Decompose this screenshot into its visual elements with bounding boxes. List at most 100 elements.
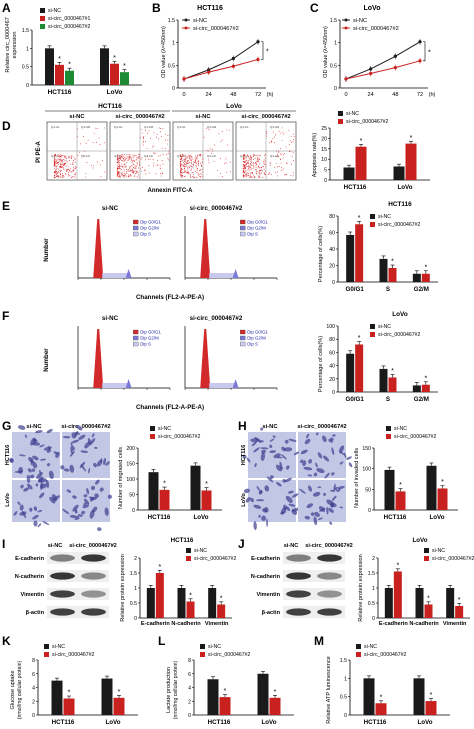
event-dot [189,157,191,158]
event-dot [180,170,182,171]
event-dot [269,165,271,167]
event-dot [71,154,73,156]
protein-band [50,572,75,580]
event-dot [292,171,294,173]
stained-cell [291,493,299,498]
event-dot [166,154,168,156]
event-dot [130,174,131,176]
event-dot [184,170,186,172]
y-tick-label: 15 [321,147,327,153]
category-label: HCT116 [364,719,387,726]
event-dot [268,173,270,174]
event-dot [265,160,267,162]
event-dot [128,174,130,176]
panel-letter: I [2,537,5,551]
stained-cell [9,458,14,462]
event-dot [292,152,294,154]
event-dot [165,139,167,141]
event-dot [59,166,61,168]
event-dot [131,170,133,172]
event-dot [137,157,139,159]
event-dot [147,155,148,157]
event-dot [208,129,210,130]
event-dot [148,165,150,167]
event-dot [190,159,192,161]
event-dot [286,162,288,164]
bar [415,588,424,618]
event-dot [184,154,186,156]
event-dot [60,157,62,159]
chart-title: LoVo [412,537,427,544]
event-dot [118,171,119,173]
event-dot [133,155,135,157]
event-dot [129,166,131,168]
column-header: si-NC [262,424,278,430]
event-dot [167,157,169,159]
event-dot [280,153,282,155]
event-dot [243,167,245,169]
event-dot [124,160,126,162]
event-dot [248,155,250,157]
event-dot [67,161,69,163]
event-dot [191,156,193,158]
event-dot [281,167,283,169]
legend-label: si-circ_0000467#2 [346,119,389,125]
stained-cell [283,447,293,452]
protein-band [81,572,106,580]
stained-cell [324,472,330,479]
panel-letter: D [2,119,11,133]
legend-label: Dip S [140,342,151,347]
event-dot [160,175,162,177]
category-label: LoVo [397,184,412,191]
event-dot [242,154,244,155]
stained-cell [313,472,318,477]
g0g1-peak [200,219,211,278]
stained-cell [331,472,335,476]
event-dot [281,140,283,142]
legend-swatch [424,556,429,561]
legend-marker [184,26,188,30]
y-tick-label: 0 [26,83,29,89]
stained-cell [272,435,276,438]
y-tick-label: 100 [326,324,335,330]
legend-swatch [240,225,246,231]
event-dot [54,161,56,163]
legend-swatch [356,652,361,657]
bar-chart-A: 0 0.5 1 1.5 * * HCT116 * * LoVo [22,28,142,96]
event-dot [244,162,246,164]
event-dot [123,159,125,161]
event-dot [125,166,127,168]
legend-label: si-circ_0000467#2 [432,556,474,562]
bar-chart-G: 0 50 100 150 200 * HCT116 * LoVo [126,446,222,521]
event-dot [132,172,134,174]
legend-label: si-NC [194,548,207,554]
event-dot [272,131,274,133]
legend: si-NC si-circ_0000467#2 [424,548,474,562]
event-dot [248,176,250,178]
event-dot [207,159,209,161]
event-dot [135,170,137,172]
legend-label: si-circ_0000467#2 [52,652,95,658]
event-dot [67,157,69,158]
y-tick-label: 40 [329,364,335,370]
legend-swatch [338,119,343,124]
event-dot [184,175,186,177]
panel-M: M Relative ATP luminescence si-NC si-circ_0… [314,634,450,726]
bar [379,368,388,392]
protein-band [81,608,106,616]
event-dot [63,169,65,171]
stained-cell [48,470,54,480]
bar [363,678,375,715]
event-dot [184,171,186,172]
legend-swatch [386,426,391,431]
stained-cell [83,494,88,498]
event-dot [119,175,121,177]
legend-swatch [370,222,375,227]
stained-cell [280,467,284,470]
stained-cell [31,468,36,472]
event-dot [116,175,118,177]
event-dot [122,158,124,160]
legend-label: si-NC [193,18,207,24]
event-dot [199,154,201,156]
